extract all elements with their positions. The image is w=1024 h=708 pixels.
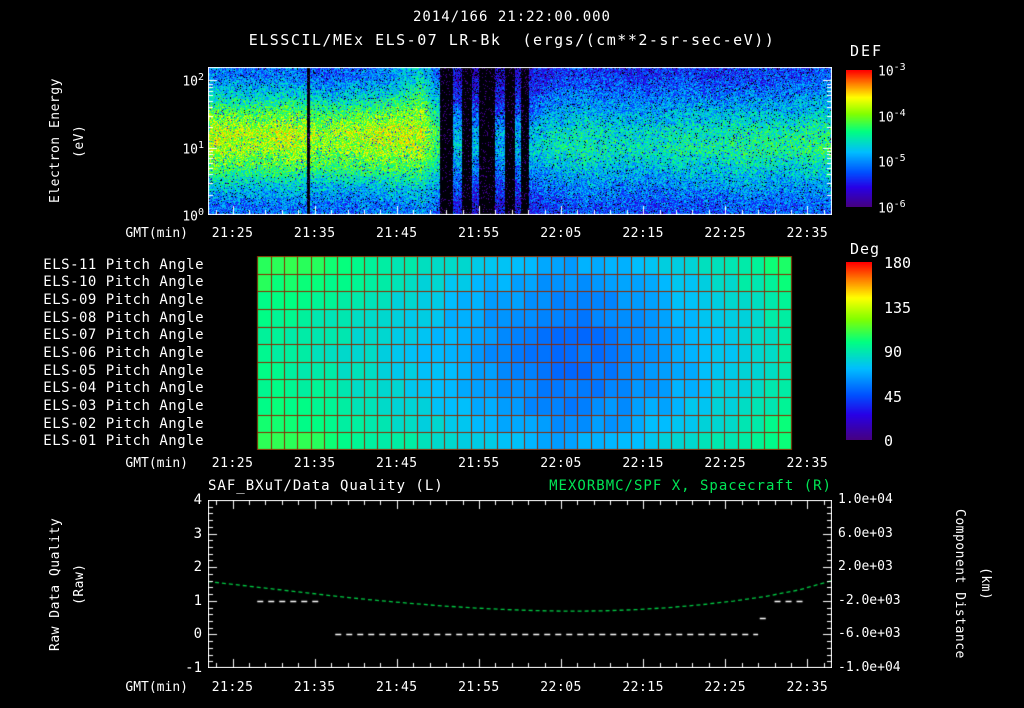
pitch-row-label: ELS-02 Pitch Angle: [43, 415, 204, 432]
x-tick-label: 21:25: [211, 456, 254, 471]
pitch-row-label: ELS-06 Pitch Angle: [43, 345, 204, 361]
x-tick-label: 22:15: [622, 456, 664, 471]
def-colorbar-tick-label: 10-4: [878, 108, 906, 125]
tick-base: 10: [878, 64, 894, 80]
spectrogram-y-tick-label: 102: [146, 72, 204, 89]
x-tick-label: 22:35: [786, 456, 829, 471]
quality-distance-canvas: [208, 500, 832, 668]
pitch-angle-canvas: [208, 256, 832, 450]
x-tick-label: 22:15: [622, 226, 664, 241]
tick-exponent: 1: [197, 139, 204, 151]
pitch-row-label: ELS-07 Pitch Angle: [43, 327, 204, 344]
quality-axis-tick-label: 3: [193, 525, 202, 542]
distance-axis-tick-label: -2.0e+03: [838, 592, 901, 608]
x-tick-label: 21:35: [293, 456, 336, 471]
pitch-row-label: ELS-03 Pitch Angle: [43, 397, 204, 414]
x-tick-label: 21:45: [376, 456, 418, 471]
x-tick-label: 22:05: [540, 680, 582, 695]
x-tick-label: 22:25: [704, 680, 747, 695]
tick-base: 10: [182, 142, 198, 158]
distance-axis-tick-label: -6.0e+03: [838, 626, 901, 642]
x-tick-label: 21:25: [211, 680, 254, 695]
def-colorbar-tick-label: 10-5: [878, 153, 906, 170]
distance-series-title: MEXORBMC/SPF X, Spacecraft (R): [549, 478, 832, 494]
deg-colorbar: [846, 262, 872, 440]
deg-colorbar-tick-label: 135: [884, 298, 912, 317]
tick-exponent: -6: [893, 199, 906, 210]
tick-exponent: 0: [197, 207, 204, 218]
electron-spectrogram-canvas: [208, 67, 832, 215]
tick-base: 10: [878, 155, 894, 171]
quality-y-axis-units: (Raw): [72, 563, 87, 605]
pitch-row-label: ELS-08 Pitch Angle: [43, 309, 204, 326]
deg-colorbar-tick-label: 180: [884, 254, 912, 272]
def-colorbar: [846, 70, 872, 207]
x-tick-label: 21:55: [458, 456, 500, 471]
timestamp-title: 2014/166 21:22:00.000: [412, 9, 611, 25]
spectrogram-y-tick-label: 101: [146, 140, 204, 157]
x-tick-label: 22:05: [540, 456, 582, 471]
tick-exponent: 2: [197, 72, 204, 84]
x-tick-label: 21:55: [458, 226, 500, 241]
deg-colorbar-tick-label: 0: [884, 432, 894, 450]
x-tick-label: 21:45: [376, 680, 418, 695]
distance-y-axis-units: (km): [978, 567, 993, 601]
spectrogram-y-tick-label: 100: [146, 207, 204, 224]
x-tick-label: 21:45: [376, 226, 418, 241]
deg-colorbar-tick-label: 90: [884, 343, 903, 361]
tick-exponent: -5: [893, 153, 906, 165]
tick-base: 10: [878, 201, 894, 217]
x-tick-label: 22:05: [540, 226, 582, 241]
gmt-axis-label-bottom: GMT(min): [125, 680, 188, 695]
def-colorbar-title: DEF: [850, 42, 884, 60]
plot-title: ELSSCIL/MEx ELS-07 LR-Bk (ergs/(cm**2-sr…: [248, 31, 776, 49]
distance-axis-tick-label: -1.0e+04: [838, 660, 901, 675]
tick-base: 10: [878, 109, 894, 125]
gmt-axis-label-top: GMT(min): [125, 226, 188, 241]
x-tick-label: 22:35: [786, 680, 829, 695]
quality-axis-tick-label: 4: [193, 492, 202, 508]
deg-colorbar-title: Deg: [850, 240, 881, 258]
deg-colorbar-tick-label: 45: [884, 387, 903, 406]
pitch-row-label: ELS-10 Pitch Angle: [43, 274, 204, 291]
tick-base: 10: [182, 74, 198, 90]
x-tick-label: 22:25: [704, 456, 747, 471]
quality-axis-tick-label: 0: [193, 626, 202, 643]
x-tick-label: 21:35: [293, 226, 336, 241]
distance-y-axis-label: Component Distance: [952, 509, 967, 659]
def-colorbar-tick-label: 10-6: [878, 199, 906, 216]
x-tick-label: 22:15: [622, 680, 664, 695]
x-tick-label: 21:35: [293, 680, 336, 695]
quality-axis-tick-label: 2: [193, 559, 202, 576]
spectrogram-y-axis-label: Electron Energy: [48, 78, 63, 204]
x-tick-label: 21:55: [458, 680, 500, 695]
gmt-axis-label-middle: GMT(min): [125, 456, 188, 471]
pitch-row-label: ELS-04 Pitch Angle: [43, 380, 204, 397]
pitch-row-label: ELS-01 Pitch Angle: [43, 433, 204, 450]
x-tick-label: 22:35: [786, 226, 829, 241]
pitch-row-label: ELS-09 Pitch Angle: [43, 292, 204, 309]
distance-axis-tick-label: 2.0e+03: [838, 559, 893, 575]
spectrogram-y-axis-units: (eV): [72, 124, 87, 158]
pitch-row-label: ELS-05 Pitch Angle: [43, 362, 204, 379]
distance-axis-tick-label: 6.0e+03: [838, 525, 893, 541]
quality-axis-tick-label: -1: [185, 660, 202, 676]
quality-y-axis-label: Raw Data Quality: [48, 517, 63, 651]
quality-axis-tick-label: 1: [193, 592, 202, 609]
x-tick-label: 21:25: [211, 226, 254, 241]
tick-exponent: -4: [893, 107, 906, 119]
x-tick-label: 22:25: [704, 226, 747, 241]
tick-base: 10: [182, 209, 198, 225]
distance-axis-tick-label: 1.0e+04: [838, 492, 893, 507]
pitch-row-label: ELS-11 Pitch Angle: [43, 256, 204, 273]
tick-exponent: -3: [893, 62, 906, 73]
def-colorbar-tick-label: 10-3: [878, 62, 906, 79]
quality-series-title: SAF_BXuT/Data Quality (L): [208, 478, 444, 494]
